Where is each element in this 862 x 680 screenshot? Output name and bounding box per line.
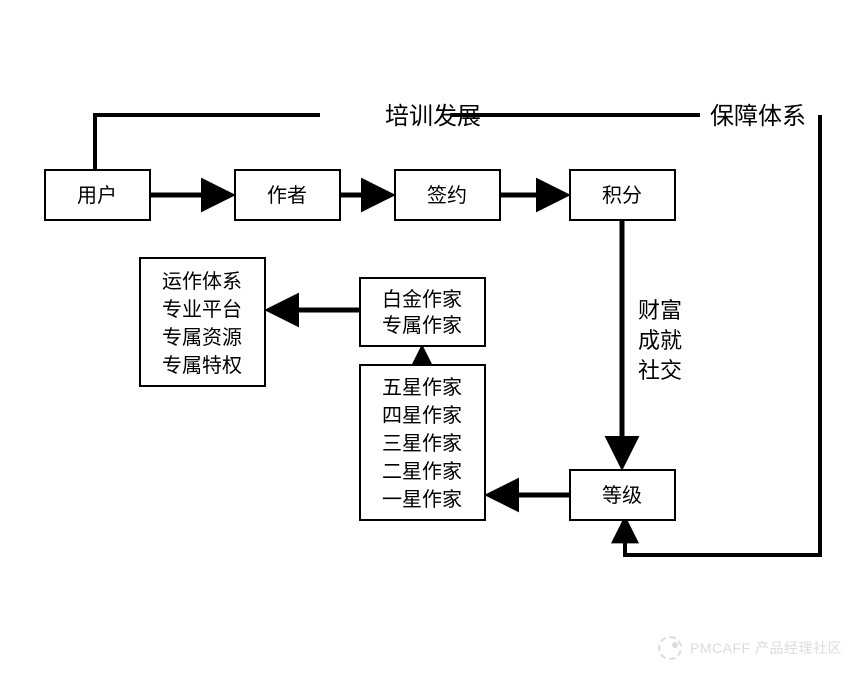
node-points: 积分 [570,170,675,220]
label-guarantee: 保障体系 [710,103,806,130]
svg-text:专业平台: 专业平台 [162,298,242,321]
watermark-text: PMCAFF 产品经理社区 [690,638,842,658]
flowchart-diagram: 培训发展 保障体系 财富 成就 社交 用户 作者 签约 积分 等级 白金作家 专 [0,0,862,680]
svg-text:二星作家: 二星作家 [382,460,462,483]
node-contract: 签约 [395,170,500,220]
svg-text:白金作家: 白金作家 [382,288,462,311]
node-platinum: 白金作家 专属作家 [360,278,485,346]
svg-text:一星作家: 一星作家 [382,488,462,511]
label-wealth-line3: 社交 [638,358,682,383]
svg-text:四星作家: 四星作家 [382,404,462,427]
svg-text:作者: 作者 [267,184,307,207]
svg-text:专属作家: 专属作家 [382,314,462,337]
node-stars: 五星作家 四星作家 三星作家 二星作家 一星作家 [360,365,485,520]
node-privileges: 运作体系 专业平台 专属资源 专属特权 [140,258,265,386]
label-wealth-line1: 财富 [638,298,682,323]
node-author: 作者 [235,170,340,220]
svg-text:五星作家: 五星作家 [382,376,462,399]
svg-text:三星作家: 三星作家 [382,432,462,455]
watermark: PMCAFF 产品经理社区 [658,636,842,660]
svg-text:专属资源: 专属资源 [162,326,242,349]
node-level: 等级 [570,470,675,520]
header-line-left [95,115,320,170]
watermark-icon [658,636,682,660]
svg-text:运作体系: 运作体系 [162,270,242,293]
svg-text:积分: 积分 [602,184,642,207]
svg-text:等级: 等级 [602,484,642,507]
node-user: 用户 [45,170,150,220]
svg-text:签约: 签约 [427,184,467,207]
svg-text:专属特权: 专属特权 [162,354,242,377]
svg-text:用户: 用户 [77,184,117,207]
label-wealth-line2: 成就 [638,328,682,353]
